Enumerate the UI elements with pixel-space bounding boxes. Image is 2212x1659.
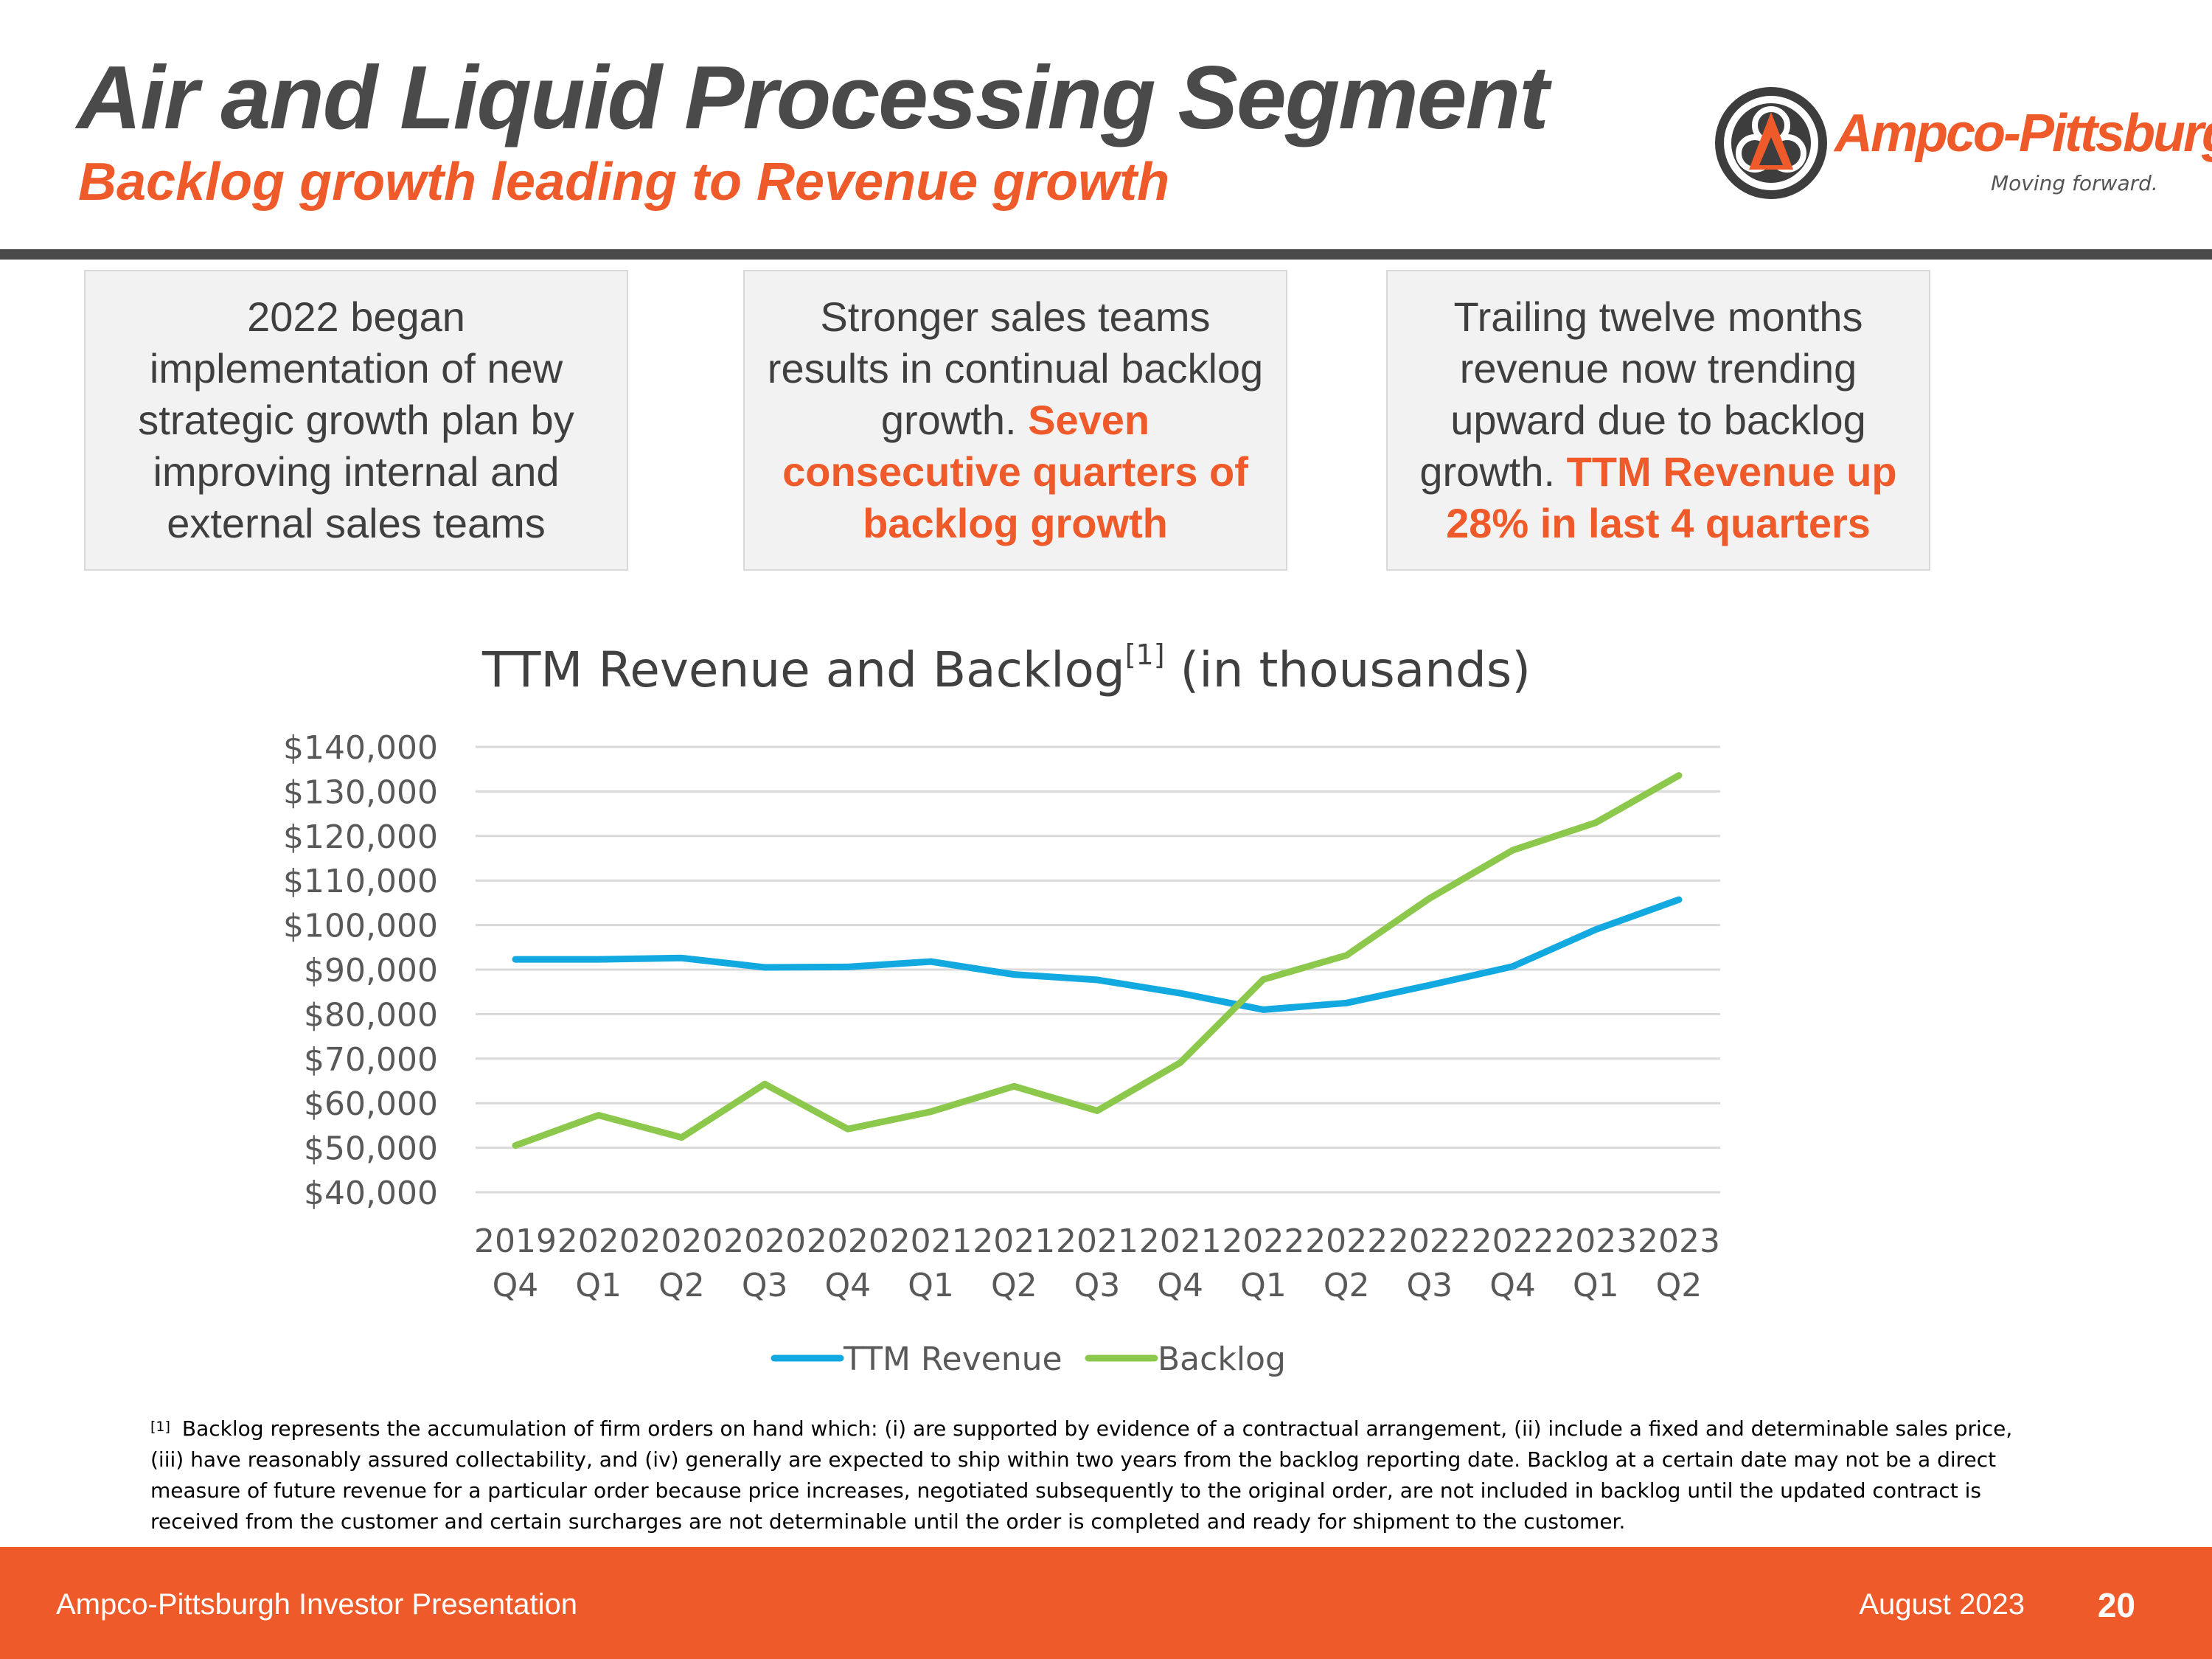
x-tick-label-year: 2022 bbox=[1388, 1222, 1471, 1260]
x-tick-label-quarter: Q3 bbox=[1407, 1267, 1453, 1304]
x-tick-label-year: 2021 bbox=[1056, 1222, 1138, 1260]
x-tick-label-quarter: Q1 bbox=[1240, 1267, 1287, 1304]
chart-title-main: TTM Revenue and Backlog bbox=[481, 641, 1125, 698]
x-tick-label-quarter: Q1 bbox=[908, 1267, 954, 1304]
logo-tagline: Moving forward. bbox=[1991, 171, 2158, 195]
x-tick-label-quarter: Q1 bbox=[1573, 1267, 1619, 1304]
callout-text: Trailing twelve months revenue now trend… bbox=[1419, 293, 1866, 495]
x-tick-label-quarter: Q4 bbox=[1489, 1267, 1536, 1304]
x-tick-label-quarter: Q2 bbox=[658, 1267, 705, 1304]
y-tick-label: $130,000 bbox=[283, 773, 438, 811]
x-tick-label-quarter: Q4 bbox=[1157, 1267, 1203, 1304]
y-tick-label: $100,000 bbox=[283, 908, 438, 945]
company-logo: Ampco-Pittsburgh Moving forward. bbox=[1711, 83, 2212, 208]
x-tick-label-quarter: Q1 bbox=[575, 1267, 622, 1304]
callout-text: 2022 began implementation of new strateg… bbox=[138, 293, 574, 546]
callout-growth-plan: 2022 began implementation of new strateg… bbox=[84, 270, 628, 571]
y-tick-label: $140,000 bbox=[283, 729, 438, 767]
x-tick-label-year: 2020 bbox=[723, 1222, 806, 1260]
x-tick-label-year: 2020 bbox=[640, 1222, 723, 1260]
ampco-tri-arrow-logo-icon bbox=[1715, 87, 1827, 199]
y-tick-label: $120,000 bbox=[283, 818, 438, 856]
page-number: 20 bbox=[2097, 1586, 2135, 1624]
footer-date: August 2023 bbox=[1859, 1588, 2025, 1621]
chart-title-suffix: (in thousands) bbox=[1180, 641, 1531, 698]
y-tick-label: $70,000 bbox=[304, 1041, 438, 1079]
series-line-backlog bbox=[512, 772, 1683, 1150]
chart-title-footnote-marker: [1] bbox=[1124, 639, 1165, 671]
footer-presentation-name: Ampco-Pittsburgh Investor Presentation bbox=[56, 1588, 578, 1621]
x-tick-label-quarter: Q2 bbox=[1324, 1267, 1370, 1304]
footnote-marker: [1] bbox=[150, 1419, 170, 1435]
x-tick-label-quarter: Q2 bbox=[1656, 1267, 1703, 1304]
logo-wordmark: Ampco-Pittsburgh bbox=[1834, 104, 2212, 163]
x-tick-label-quarter: Q3 bbox=[742, 1267, 788, 1304]
x-tick-label-year: 2022 bbox=[1222, 1222, 1304, 1260]
x-tick-label-quarter: Q2 bbox=[991, 1267, 1037, 1304]
footnote: [1] Backlog represents the accumulation o… bbox=[150, 1411, 2038, 1537]
x-tick-label-year: 2020 bbox=[557, 1222, 640, 1260]
y-tick-label: $110,000 bbox=[283, 863, 438, 900]
y-tick-label: $40,000 bbox=[304, 1175, 438, 1212]
x-tick-label-year: 2020 bbox=[807, 1222, 889, 1260]
x-tick-label-quarter: Q4 bbox=[493, 1267, 539, 1304]
slide-subtitle: Backlog growth leading to Revenue growth bbox=[78, 153, 1170, 212]
x-tick-label-year: 2021 bbox=[1139, 1222, 1222, 1260]
footer-bar: Ampco-Pittsburgh Investor Presentation A… bbox=[0, 1547, 2212, 1659]
y-tick-label: $90,000 bbox=[304, 952, 438, 990]
x-tick-label-year: 2022 bbox=[1305, 1222, 1388, 1260]
callout-highlight: TTM Revenue up 28% in last 4 quarters bbox=[1446, 448, 1897, 546]
x-tick-label-year: 2022 bbox=[1472, 1222, 1554, 1260]
legend-label-backlog: Backlog bbox=[1158, 1340, 1286, 1378]
x-tick-label-year: 2019 bbox=[474, 1222, 557, 1260]
y-tick-label: $80,000 bbox=[304, 996, 438, 1034]
y-tick-label: $60,000 bbox=[304, 1085, 438, 1123]
callout-ttm-revenue: Trailing twelve months revenue now trend… bbox=[1386, 270, 1930, 571]
callout-text: Stronger sales teams results in continua… bbox=[767, 293, 1264, 443]
slide-title: Air and Liquid Processing Segment bbox=[77, 47, 1549, 147]
x-tick-label-year: 2023 bbox=[1638, 1222, 1720, 1260]
x-tick-label-year: 2023 bbox=[1554, 1222, 1637, 1260]
series-line-ttm-revenue bbox=[512, 896, 1683, 1013]
header-divider bbox=[0, 249, 2212, 260]
x-tick-label-quarter: Q3 bbox=[1074, 1267, 1121, 1304]
y-tick-label: $50,000 bbox=[304, 1130, 438, 1168]
chart-title: TTM Revenue and Backlog[1] (in thousands… bbox=[0, 639, 2013, 698]
footnote-text: Backlog represents the accumulation of f… bbox=[150, 1416, 2013, 1534]
x-tick-label-year: 2021 bbox=[973, 1222, 1055, 1260]
callout-highlight: Seven consecutive quarters of backlog gr… bbox=[782, 397, 1248, 546]
x-tick-label-quarter: Q4 bbox=[825, 1267, 872, 1304]
legend-label-ttm-revenue: TTM Revenue bbox=[843, 1340, 1062, 1378]
x-tick-label-year: 2021 bbox=[890, 1222, 973, 1260]
callout-sales-teams: Stronger sales teams results in continua… bbox=[743, 270, 1287, 571]
line-chart: $40,000 $50,000 $60,000 $70,000 $80,000 $90,0… bbox=[283, 729, 1720, 1378]
